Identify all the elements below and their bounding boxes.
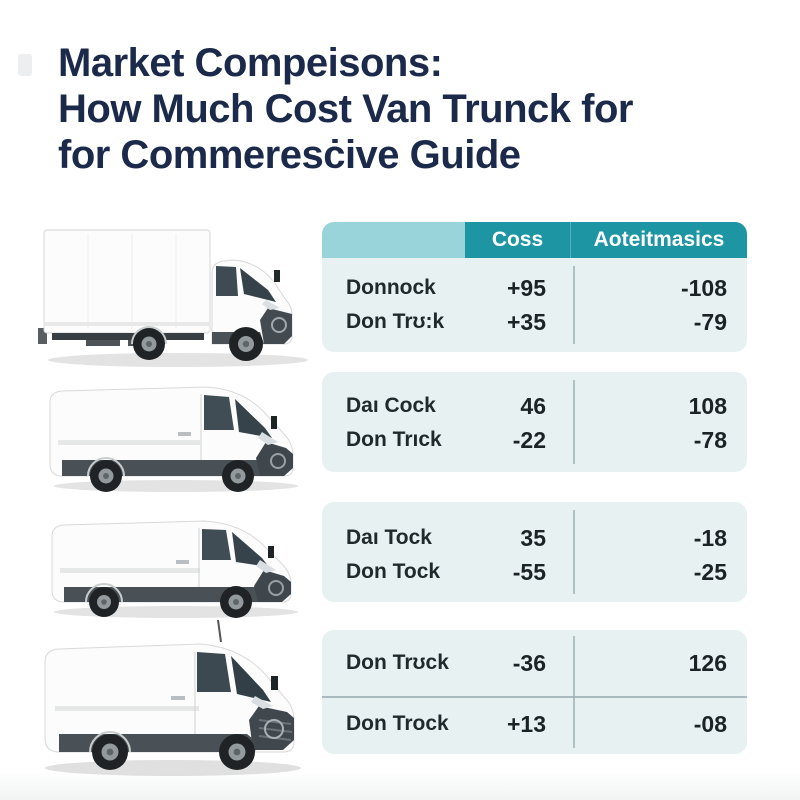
- table-block-4: Don Trʊck -36 126 Don Trock +13 -08: [322, 630, 747, 754]
- title-line-1: Market Compeisons:: [58, 41, 443, 85]
- aoteitmasics-value: -25: [693, 558, 727, 585]
- aoteitmasics-value: -18: [693, 524, 727, 551]
- header-cell-aoteitmasics: Aoteitmasics: [570, 222, 747, 258]
- row-label: Don Trıck: [346, 428, 442, 451]
- coss-value: -22: [512, 426, 546, 453]
- column-divider: [573, 636, 575, 748]
- row-label: Donnock: [346, 276, 436, 299]
- table-row: Daı Cock 46 108: [322, 389, 747, 423]
- title-line-2: How Much Cost Van Trunck for: [58, 87, 633, 131]
- aoteitmasics-value: 108: [688, 392, 727, 419]
- sprinter-van-image: [44, 619, 301, 776]
- cargo-van-image: [51, 520, 298, 618]
- edge-artifact: [18, 54, 32, 76]
- coss-value: -36: [512, 649, 546, 676]
- row-label: Daı Cock: [346, 394, 436, 417]
- table-row: Don Trıck -22 -78: [322, 423, 747, 457]
- aoteitmasics-value: -108: [680, 274, 727, 301]
- row-label: Don Trʊ:k: [346, 310, 445, 333]
- column-divider: [573, 266, 575, 344]
- row-divider: [322, 696, 747, 698]
- coss-value: 35: [520, 524, 546, 551]
- box-truck-image: [38, 229, 308, 367]
- table-row: Daı Tock 35 -18: [322, 521, 747, 555]
- row-label: Daı Tock: [346, 526, 432, 549]
- title-line-3: for Commeresċive Guide: [58, 133, 521, 177]
- page-title: Market Compeisons: How Much Cost Van Tru…: [58, 40, 758, 178]
- column-divider: [573, 380, 575, 464]
- table-row: Don Trock +13 -08: [322, 707, 747, 741]
- table-block-3: Daı Tock 35 -18 Don Tock -55 -25: [322, 502, 747, 602]
- coss-value: -55: [512, 558, 546, 585]
- table-row: Don Trʊck -36 126: [322, 646, 747, 680]
- header-cell-blank: [322, 222, 465, 258]
- coss-value: +13: [506, 710, 546, 737]
- table-row: Don Tock -55 -25: [322, 555, 747, 589]
- aoteitmasics-value: 126: [688, 649, 727, 676]
- row-label: Don Trʊck: [346, 651, 449, 674]
- aoteitmasics-value: -79: [693, 308, 727, 335]
- aoteitmasics-value: -08: [693, 710, 727, 737]
- column-divider: [573, 510, 575, 594]
- table-block-1: Donnock +95 -108 Don Trʊ:k +35 -79: [322, 258, 747, 352]
- header-cell-coss: Coss: [465, 222, 570, 258]
- coss-value: 46: [520, 392, 546, 419]
- cargo-van-high-roof-image: [49, 386, 298, 492]
- row-label: Don Trock: [346, 712, 449, 735]
- coss-value: +35: [506, 308, 546, 335]
- table-row: Donnock +95 -108: [322, 271, 747, 305]
- table-block-2: Daı Cock 46 108 Don Trıck -22 -78: [322, 372, 747, 472]
- row-label: Don Tock: [346, 560, 441, 583]
- table-header: Coss Aoteitmasics: [322, 222, 747, 258]
- coss-value: +95: [506, 274, 546, 301]
- bottom-fade: [0, 772, 800, 800]
- aoteitmasics-value: -78: [693, 426, 727, 453]
- table-row: Don Trʊ:k +35 -79: [322, 305, 747, 339]
